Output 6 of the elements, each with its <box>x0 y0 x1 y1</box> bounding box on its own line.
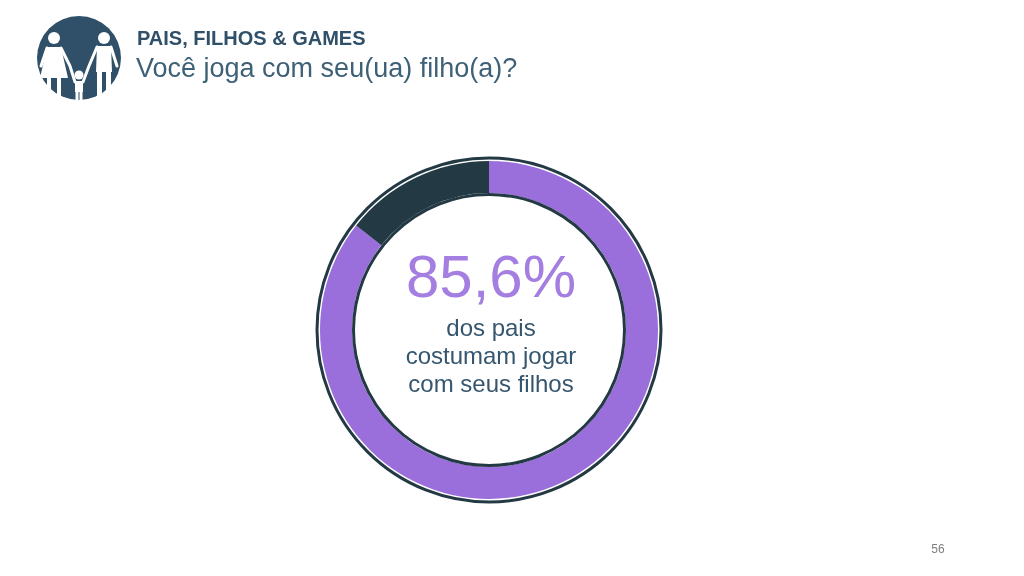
chart-title: PAIS, FILHOS & GAMES <box>137 27 366 49</box>
data-label: 85,6% <box>405 243 577 310</box>
chart-subtitle: Você joga com seu(ua) filho(a)? <box>136 53 518 83</box>
donut-slice <box>356 161 489 246</box>
text: dos pais costumam jogar com seus filhos <box>405 314 577 397</box>
text: 56 <box>931 542 945 556</box>
